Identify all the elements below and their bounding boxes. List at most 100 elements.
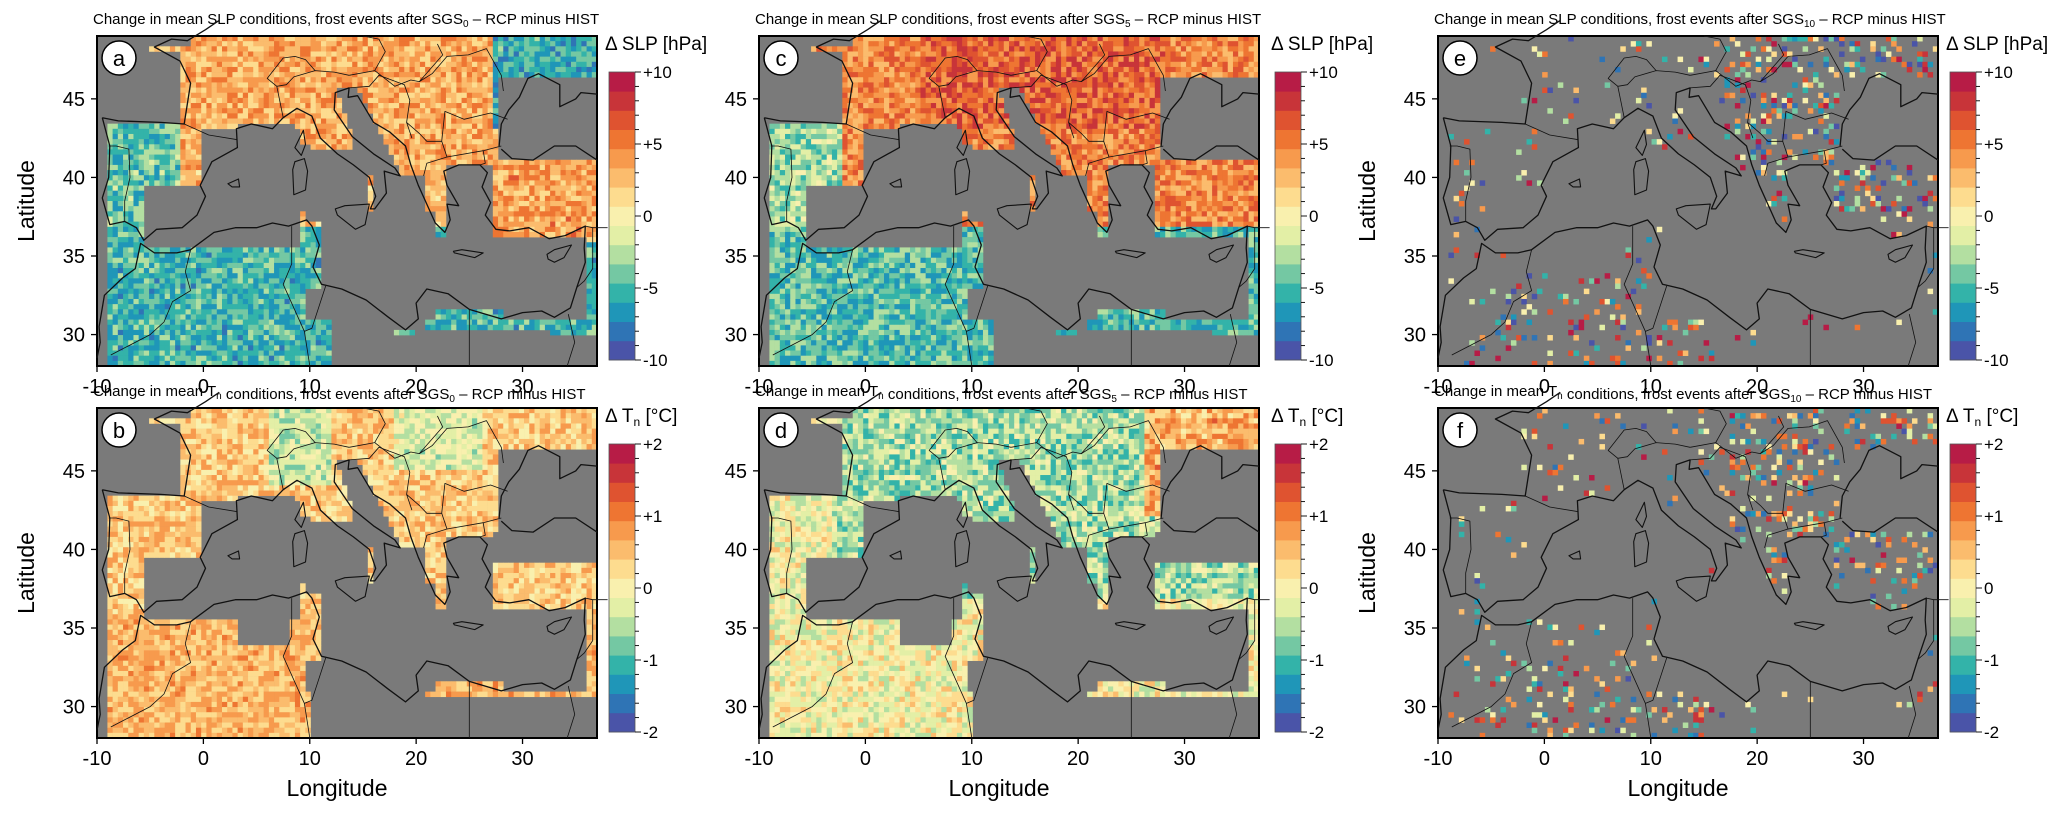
colorbar-f: +2 +1 0 -1 -2 Δ Tn [°C] bbox=[1946, 406, 2018, 742]
x-tick-label: 10 bbox=[299, 376, 321, 398]
x-tick-label: -10 bbox=[745, 748, 774, 770]
map-frame-a bbox=[96, 35, 598, 367]
x-tick-label: 0 bbox=[1539, 748, 1550, 770]
x-tick-label: -10 bbox=[745, 376, 774, 398]
y-tick-label: 30 bbox=[725, 325, 747, 347]
x-tick-label: -10 bbox=[1424, 376, 1453, 398]
colorbar-tick-label: -10 bbox=[1309, 351, 1334, 370]
colorbar-tick-label: 0 bbox=[643, 207, 652, 226]
y-tick-label: 35 bbox=[63, 618, 85, 640]
x-tick-label: 0 bbox=[860, 376, 871, 398]
colorbar-title-c: Δ SLP [hPa] bbox=[1271, 34, 1373, 55]
map-e bbox=[1438, 36, 1939, 367]
x-tick-label: 30 bbox=[1173, 376, 1195, 398]
x-tick-label: 0 bbox=[860, 748, 871, 770]
colorbar-title-b: Δ Tn [°C] bbox=[605, 406, 677, 429]
y-axis-label: Latitude bbox=[1354, 532, 1380, 614]
colorbar-tick-label: -5 bbox=[1309, 279, 1324, 298]
colorbar-tick-label: +1 bbox=[1309, 507, 1328, 526]
colorbar-tick-label: +5 bbox=[1309, 135, 1328, 154]
panel-title-c: Change in mean SLP conditions, frost eve… bbox=[755, 11, 1261, 30]
colorbar-tick-label: +1 bbox=[643, 507, 662, 526]
x-tick-label: 10 bbox=[961, 748, 983, 770]
panel-label-circle-b bbox=[101, 412, 137, 448]
colorbar-tick-label: 0 bbox=[1309, 207, 1318, 226]
y-axis-label: Latitude bbox=[13, 532, 39, 614]
x-tick-label: 20 bbox=[1067, 748, 1089, 770]
colorbar-tick-label: +1 bbox=[1984, 507, 2003, 526]
panel-title-d: Change in mean Tn conditions, frost even… bbox=[755, 383, 1248, 405]
x-axis-label: Longitude bbox=[948, 775, 1049, 801]
colorbar-tick-label: -5 bbox=[1984, 279, 1999, 298]
map-d bbox=[759, 408, 1260, 739]
x-tick-label: 30 bbox=[1173, 748, 1195, 770]
panel-label-b: b bbox=[113, 418, 125, 443]
x-tick-label: 10 bbox=[299, 748, 321, 770]
panel-b: b Change in mean Tn conditions, frost eve… bbox=[13, 383, 677, 801]
panel-d: d Change in mean Tn conditions, frost eve… bbox=[725, 383, 1344, 801]
x-tick-label: -10 bbox=[83, 376, 112, 398]
panel-label-f: f bbox=[1457, 418, 1464, 443]
panel-title-f: Change in mean Tn conditions, frost even… bbox=[1434, 383, 1932, 405]
colorbar-tick-label: +10 bbox=[1984, 63, 2013, 82]
y-tick-label: 30 bbox=[725, 697, 747, 719]
map-frame-f bbox=[1437, 407, 1939, 739]
colorbar-tick-label: -2 bbox=[1309, 723, 1324, 742]
y-tick-label: 35 bbox=[1404, 246, 1426, 268]
colorbar-title-d: Δ Tn [°C] bbox=[1271, 406, 1343, 429]
x-tick-label: -10 bbox=[83, 748, 112, 770]
y-tick-label: 30 bbox=[63, 697, 85, 719]
colorbar-tick-label: +10 bbox=[643, 63, 672, 82]
panel-label-d: d bbox=[775, 418, 787, 443]
colorbar-tick-label: +2 bbox=[1984, 435, 2003, 454]
y-tick-label: 40 bbox=[1404, 539, 1426, 561]
x-tick-label: 10 bbox=[1640, 748, 1662, 770]
x-tick-label: 20 bbox=[1746, 748, 1768, 770]
x-tick-label: 0 bbox=[198, 376, 209, 398]
colorbar-tick-label: 0 bbox=[1984, 579, 1993, 598]
colorbar-tick-label: -1 bbox=[643, 651, 658, 670]
x-tick-label: 20 bbox=[405, 376, 427, 398]
map-f bbox=[1438, 408, 1939, 739]
colorbar-tick-label: 0 bbox=[1984, 207, 1993, 226]
colorbar-e: +10 +5 0 -5 -10 Δ SLP [hPa] bbox=[1946, 34, 2048, 370]
x-tick-label: -10 bbox=[1424, 748, 1453, 770]
colorbar-tick-label: -5 bbox=[643, 279, 658, 298]
map-frame-c bbox=[758, 35, 1260, 367]
y-tick-label: 40 bbox=[725, 167, 747, 189]
y-tick-label: 30 bbox=[1404, 325, 1426, 347]
colorbar-tick-label: +5 bbox=[1984, 135, 2003, 154]
x-tick-label: 20 bbox=[1746, 376, 1768, 398]
x-tick-label: 30 bbox=[1852, 376, 1874, 398]
y-axis-label: Latitude bbox=[1354, 160, 1380, 242]
x-axis-label: Longitude bbox=[286, 775, 387, 801]
map-b bbox=[97, 408, 598, 739]
colorbar-title-f: Δ Tn [°C] bbox=[1946, 406, 2018, 429]
y-tick-label: 35 bbox=[1404, 618, 1426, 640]
y-tick-label: 45 bbox=[1404, 89, 1426, 111]
colorbar-tick-label: 0 bbox=[1309, 579, 1318, 598]
panel-label-circle-e bbox=[1442, 40, 1478, 76]
x-tick-label: 30 bbox=[511, 748, 533, 770]
colorbar-title-e: Δ SLP [hPa] bbox=[1946, 34, 2048, 55]
y-tick-label: 35 bbox=[63, 246, 85, 268]
y-tick-label: 40 bbox=[1404, 167, 1426, 189]
x-tick-label: 10 bbox=[1640, 376, 1662, 398]
colorbar-tick-label: -10 bbox=[643, 351, 668, 370]
colorbar-tick-label: +2 bbox=[643, 435, 662, 454]
y-axis-label: Latitude bbox=[13, 160, 39, 242]
panel-label-circle-f bbox=[1442, 412, 1478, 448]
panel-c: c Change in mean SLP conditions, frost ev… bbox=[725, 11, 1373, 398]
panel-label-c: c bbox=[776, 46, 787, 71]
y-tick-label: 40 bbox=[63, 167, 85, 189]
colorbar-c: +10 +5 0 -5 -10 Δ SLP [hPa] bbox=[1271, 34, 1373, 370]
map-a bbox=[97, 36, 598, 367]
colorbar-title-a: Δ SLP [hPa] bbox=[605, 34, 707, 55]
map-frame-e bbox=[1437, 35, 1939, 367]
y-tick-label: 45 bbox=[63, 461, 85, 483]
x-tick-label: 20 bbox=[405, 748, 427, 770]
panel-label-circle-a bbox=[101, 40, 137, 76]
map-frame-d bbox=[758, 407, 1260, 739]
x-tick-label: 30 bbox=[511, 376, 533, 398]
